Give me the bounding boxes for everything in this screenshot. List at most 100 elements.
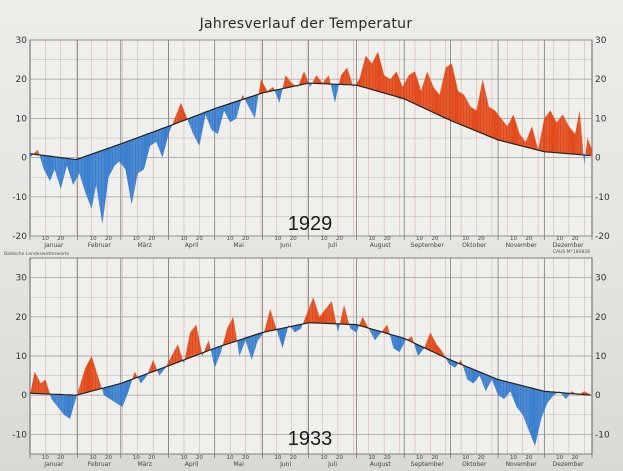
below-normal-area xyxy=(122,142,124,168)
day-tick-label: 10 xyxy=(321,236,328,242)
below-normal-area xyxy=(133,138,135,197)
above-normal-area xyxy=(438,92,440,116)
day-tick-label: 10 xyxy=(274,455,281,461)
y-tick-label-left: -10 xyxy=(12,193,27,203)
below-normal-area xyxy=(233,102,235,121)
below-normal-area xyxy=(167,126,169,140)
above-normal-area xyxy=(558,118,560,153)
above-normal-area xyxy=(46,384,49,395)
below-normal-area xyxy=(487,375,489,389)
below-normal-area xyxy=(165,126,168,146)
above-normal-area xyxy=(579,110,582,155)
below-normal-area xyxy=(239,339,241,356)
above-normal-area xyxy=(334,316,337,325)
above-normal-area xyxy=(37,149,40,155)
above-normal-area xyxy=(411,336,414,343)
below-normal-area xyxy=(159,368,161,376)
above-normal-area xyxy=(48,389,51,395)
below-normal-area xyxy=(562,392,565,398)
above-normal-area xyxy=(308,305,311,323)
above-normal-area xyxy=(96,370,98,390)
below-normal-area xyxy=(220,345,223,353)
below-normal-area xyxy=(454,361,457,368)
above-normal-area xyxy=(476,102,479,132)
below-normal-area xyxy=(108,147,111,178)
above-normal-area xyxy=(262,82,265,93)
day-tick-label: 20 xyxy=(57,236,64,242)
above-normal-area xyxy=(93,360,95,391)
below-normal-area xyxy=(160,368,163,374)
month-label: April xyxy=(185,242,199,249)
above-normal-area xyxy=(31,379,34,394)
below-normal-area xyxy=(350,324,352,330)
day-tick-label: 20 xyxy=(384,236,391,242)
below-normal-area xyxy=(250,336,252,360)
above-normal-area xyxy=(344,305,346,325)
below-normal-area xyxy=(421,346,423,353)
below-normal-area xyxy=(394,335,397,351)
below-normal-area xyxy=(471,368,474,384)
day-tick-label: 20 xyxy=(431,455,438,461)
below-normal-area xyxy=(63,394,66,416)
below-normal-area xyxy=(76,392,78,398)
above-normal-area xyxy=(467,100,469,128)
below-normal-area xyxy=(528,387,531,435)
below-normal-area xyxy=(103,149,106,213)
y-tick-label-right: -10 xyxy=(595,193,610,203)
above-normal-area xyxy=(493,109,495,139)
below-normal-area xyxy=(68,158,71,176)
y-tick-label-left: 30 xyxy=(16,274,28,284)
below-normal-area xyxy=(51,156,54,178)
above-normal-area xyxy=(311,297,314,323)
above-normal-area xyxy=(265,320,268,332)
above-normal-area xyxy=(501,118,503,142)
below-normal-area xyxy=(371,329,374,338)
below-normal-area xyxy=(239,100,241,107)
below-normal-area xyxy=(217,346,220,360)
below-normal-area xyxy=(377,330,380,337)
above-normal-area xyxy=(419,86,422,107)
above-normal-area xyxy=(459,91,462,125)
above-normal-area xyxy=(504,122,506,142)
above-normal-area xyxy=(505,124,508,143)
above-normal-area xyxy=(416,76,419,106)
above-normal-area xyxy=(314,302,317,323)
below-normal-area xyxy=(216,347,218,364)
above-normal-area xyxy=(388,78,391,95)
above-normal-area xyxy=(525,138,528,148)
month-label: Dezember xyxy=(553,242,584,249)
below-normal-area xyxy=(163,127,166,152)
below-normal-area xyxy=(96,151,98,195)
month-label: September xyxy=(411,242,445,249)
below-normal-area xyxy=(122,382,124,407)
above-normal-area xyxy=(339,75,342,85)
below-normal-area xyxy=(465,366,468,380)
above-normal-area xyxy=(513,114,516,145)
below-normal-area xyxy=(213,348,215,368)
above-normal-area xyxy=(305,75,308,84)
above-normal-area xyxy=(421,86,423,108)
below-normal-area xyxy=(253,335,255,356)
below-normal-area xyxy=(188,118,191,127)
below-normal-area xyxy=(250,96,252,113)
month-label: Februar xyxy=(88,242,112,249)
above-normal-area xyxy=(485,92,488,136)
above-normal-area xyxy=(479,87,482,134)
above-normal-area xyxy=(590,394,592,396)
below-normal-area xyxy=(501,380,503,399)
above-normal-area xyxy=(99,380,101,390)
above-normal-area xyxy=(287,77,289,88)
below-normal-area xyxy=(544,391,546,411)
above-normal-area xyxy=(227,325,229,345)
below-normal-area xyxy=(527,386,529,431)
day-tick-label: 20 xyxy=(336,455,343,461)
below-normal-area xyxy=(219,106,221,129)
below-normal-area xyxy=(396,336,398,352)
above-normal-area xyxy=(396,71,398,98)
month-label: Juli xyxy=(327,461,337,468)
day-tick-label: 10 xyxy=(416,455,423,461)
below-normal-area xyxy=(196,115,198,143)
day-tick-label: 10 xyxy=(274,236,281,242)
